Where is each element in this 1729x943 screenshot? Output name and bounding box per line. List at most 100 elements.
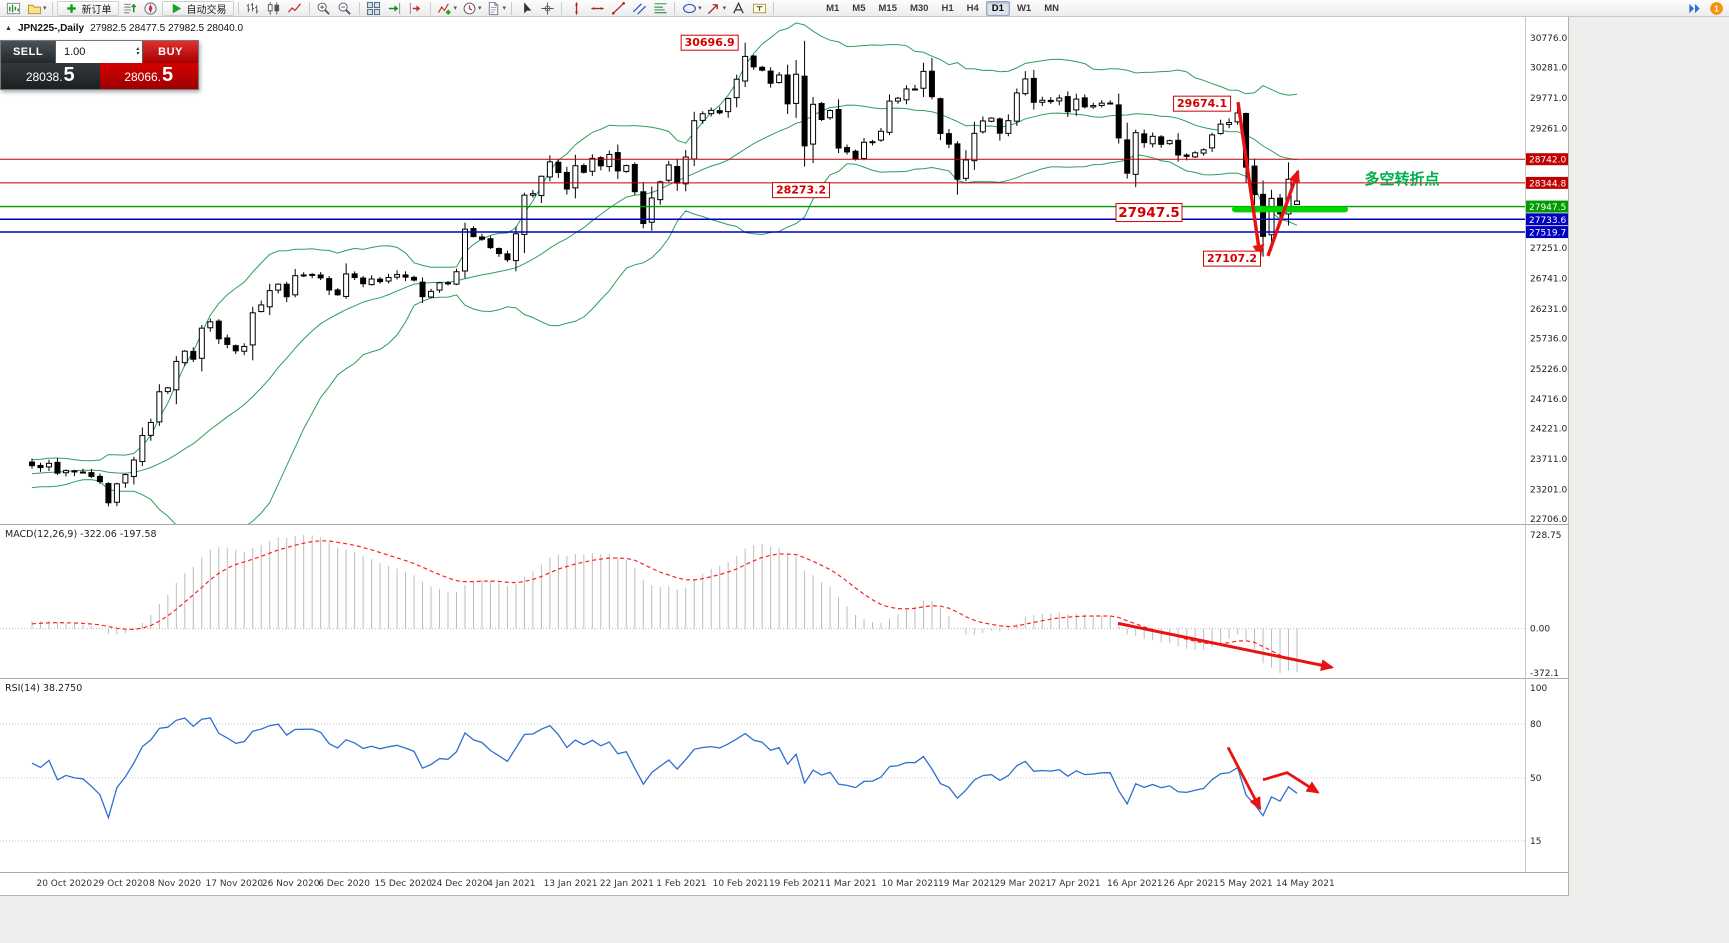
toolbar-cursor-icon[interactable] — [516, 1, 536, 16]
toolbar-navigator-icon[interactable] — [141, 1, 161, 16]
macd-trend-arrow[interactable] — [1117, 621, 1334, 672]
toolbar-chart-shift-icon[interactable] — [406, 1, 426, 16]
price-annotation-label[interactable]: 30696.9 — [680, 34, 739, 51]
toolbar-arrows-tool-icon[interactable] — [704, 1, 724, 16]
toolbar-templates-icon[interactable] — [484, 1, 504, 16]
toolbar-channel-icon[interactable] — [629, 1, 649, 16]
chart-ohlc-readout: 27982.5 28477.5 27982.5 28040.0 — [90, 23, 244, 34]
toolbar-indicators-dropdown-caret[interactable]: ▾ — [453, 5, 458, 12]
macd-axis-min: -372.1 — [1530, 669, 1559, 679]
timeframe-w1-button[interactable]: W1 — [1016, 2, 1032, 14]
volume-input[interactable]: 1.00 ▴ ▾ — [56, 41, 143, 63]
date-axis[interactable]: 20 Oct 2020 29 Oct 2020 8 Nov 2020 17 Nov 2… — [36, 879, 1334, 889]
price-axis-label: 29261.0 — [1530, 124, 1567, 134]
bollinger-upper-band — [31, 22, 1298, 462]
svg-text:29674.1: 29674.1 — [1177, 97, 1227, 110]
toolbar-periods-icon[interactable] — [459, 1, 479, 16]
drawn-trend-arrow[interactable] — [1236, 101, 1265, 258]
toolbar-bars-icon[interactable] — [243, 1, 263, 16]
svg-text:28742.0: 28742.0 — [1529, 156, 1566, 166]
toolbar-shapes-icon[interactable] — [679, 1, 699, 16]
price-annotation-label[interactable]: 27107.2 — [1203, 250, 1261, 267]
bollinger-middle-band — [31, 104, 1298, 475]
macd-signal-line — [31, 540, 1298, 662]
spinner-down-icon[interactable]: ▾ — [135, 51, 139, 57]
toolbar-forward-icon[interactable] — [1684, 1, 1704, 16]
toolbar-periods-dropdown-caret[interactable]: ▾ — [478, 5, 482, 12]
timeframe-h4-button[interactable]: H4 — [966, 2, 979, 14]
price-axis[interactable]: 30776.0 30281.0 29771.0 29261.0 27251.0 26741… — [1526, 34, 1568, 847]
svg-text:28273.2: 28273.2 — [776, 184, 826, 197]
timeframe-m30-button[interactable]: M30 — [909, 2, 929, 14]
rsi-trend-arrow[interactable] — [1226, 746, 1262, 811]
toolbar-auto-scroll-icon[interactable] — [385, 1, 405, 16]
price-annotation-label[interactable]: 28273.2 — [772, 182, 830, 199]
one-click-collapse-icon[interactable]: ▲ — [5, 25, 12, 32]
toolbar-crosshair-icon[interactable] — [537, 1, 557, 16]
price-axis-tag: 27947.5 — [1526, 200, 1568, 213]
date-axis-label: 19 Mar 2021 — [938, 879, 995, 889]
timeframe-mn-button[interactable]: MN — [1044, 2, 1059, 14]
plus-green-icon — [64, 1, 79, 16]
toolbar-templates-dropdown-caret[interactable]: ▾ — [502, 5, 507, 12]
toolbar-indicators-icon[interactable] — [435, 1, 455, 16]
price-annotation-label[interactable]: 29674.1 — [1173, 95, 1232, 112]
toolbar-tile-windows-icon[interactable] — [364, 1, 384, 16]
date-axis-label: 8 Nov 2020 — [149, 879, 201, 889]
toolbar-candles-icon[interactable] — [264, 1, 284, 16]
new-order-button[interactable]: 新订单 — [56, 0, 119, 16]
main-price-pane: 30696.9 29674.1 28273.2 27947.5 27107.2 多空转折点 — [0, 22, 1525, 524]
sell-price[interactable]: 28038. 5 — [1, 63, 100, 89]
date-axis-label: 6 Dec 2020 — [318, 879, 370, 889]
sell-price-main: 28038. — [25, 70, 63, 84]
toolbar-fibonacci-icon[interactable] — [650, 1, 670, 16]
toolbar-hline-icon[interactable] — [587, 1, 607, 16]
toolbar-separator — [51, 1, 53, 15]
price-annotation-label[interactable]: 27947.5 — [1115, 203, 1183, 223]
toolbar-shapes-dropdown-caret[interactable]: ▾ — [698, 5, 702, 12]
timeframe-m1-button[interactable]: M1 — [826, 2, 840, 14]
svg-text:27519.7: 27519.7 — [1529, 229, 1566, 239]
timeframe-d1-button[interactable]: D1 — [985, 0, 1010, 16]
toolbar-text-label-icon[interactable] — [749, 1, 769, 16]
buy-button[interactable]: BUY — [143, 41, 198, 63]
price-axis-tag: 28344.8 — [1526, 176, 1568, 189]
toolbar-arrows-tool-dropdown-caret[interactable]: ▾ — [722, 5, 727, 12]
svg-text:27733.6: 27733.6 — [1529, 216, 1566, 226]
toolbar-zoom-in-icon[interactable] — [314, 1, 334, 16]
toolbar-text-icon[interactable] — [728, 1, 748, 16]
timeframe-switcher: M1 M5 M15 M30 H1 H4 D1 W1 MN — [820, 0, 1065, 16]
volume-spinner[interactable]: ▴ ▾ — [135, 46, 139, 57]
rsi-trend-arrow[interactable] — [1262, 771, 1320, 794]
toolbar-profiles-dropdown-caret[interactable]: ▾ — [43, 5, 47, 12]
date-axis-label: 22 Jan 2021 — [600, 879, 654, 889]
timeframe-h1-button[interactable]: H1 — [941, 2, 954, 14]
timeframe-m15-button[interactable]: M15 — [878, 2, 897, 14]
rsi-indicator-label: RSI(14) 38.2750 — [5, 683, 82, 694]
chart-title: ▲ JPN225-,Daily 27982.5 28477.5 27982.5 … — [5, 23, 243, 34]
svg-text:27947.5: 27947.5 — [1118, 205, 1180, 221]
toolbar-vline-icon[interactable] — [566, 1, 586, 16]
chart-symbol-period: JPN225-,Daily — [17, 23, 85, 34]
timeframe-m5-button[interactable]: M5 — [852, 2, 866, 14]
toolbar-new-chart-icon[interactable] — [3, 1, 23, 16]
play-green-icon — [169, 1, 184, 16]
toolbar-profiles-icon[interactable] — [24, 1, 44, 16]
drawn-trend-arrow[interactable] — [1266, 169, 1300, 257]
toolbar-separator — [237, 1, 239, 15]
price-axis-label: 24221.0 — [1530, 425, 1567, 435]
rsi-axis-label: 15 — [1530, 837, 1541, 847]
toolbar-market-watch-icon[interactable] — [120, 1, 140, 16]
toolbar-zoom-out-icon[interactable] — [335, 1, 355, 16]
sell-button[interactable]: SELL — [1, 41, 56, 63]
chart-canvas[interactable]: 30696.9 29674.1 28273.2 27947.5 27107.2 多空转折点… — [0, 17, 1568, 895]
toolbar-line-chart-icon[interactable] — [285, 1, 305, 16]
toolbar-separator — [561, 1, 563, 15]
buy-price[interactable]: 28066. 5 — [99, 63, 198, 89]
price-axis-tag: 28742.0 — [1526, 153, 1568, 166]
autotrading-button[interactable]: 自动交易 — [161, 0, 234, 16]
spinner-up-icon[interactable]: ▴ — [135, 46, 139, 52]
toolbar-notifications-icon[interactable]: 1 — [1706, 1, 1726, 16]
toolbar-trendline-icon[interactable] — [608, 1, 628, 16]
bull-bear-turning-point-note[interactable]: 多空转折点 — [1364, 170, 1439, 188]
